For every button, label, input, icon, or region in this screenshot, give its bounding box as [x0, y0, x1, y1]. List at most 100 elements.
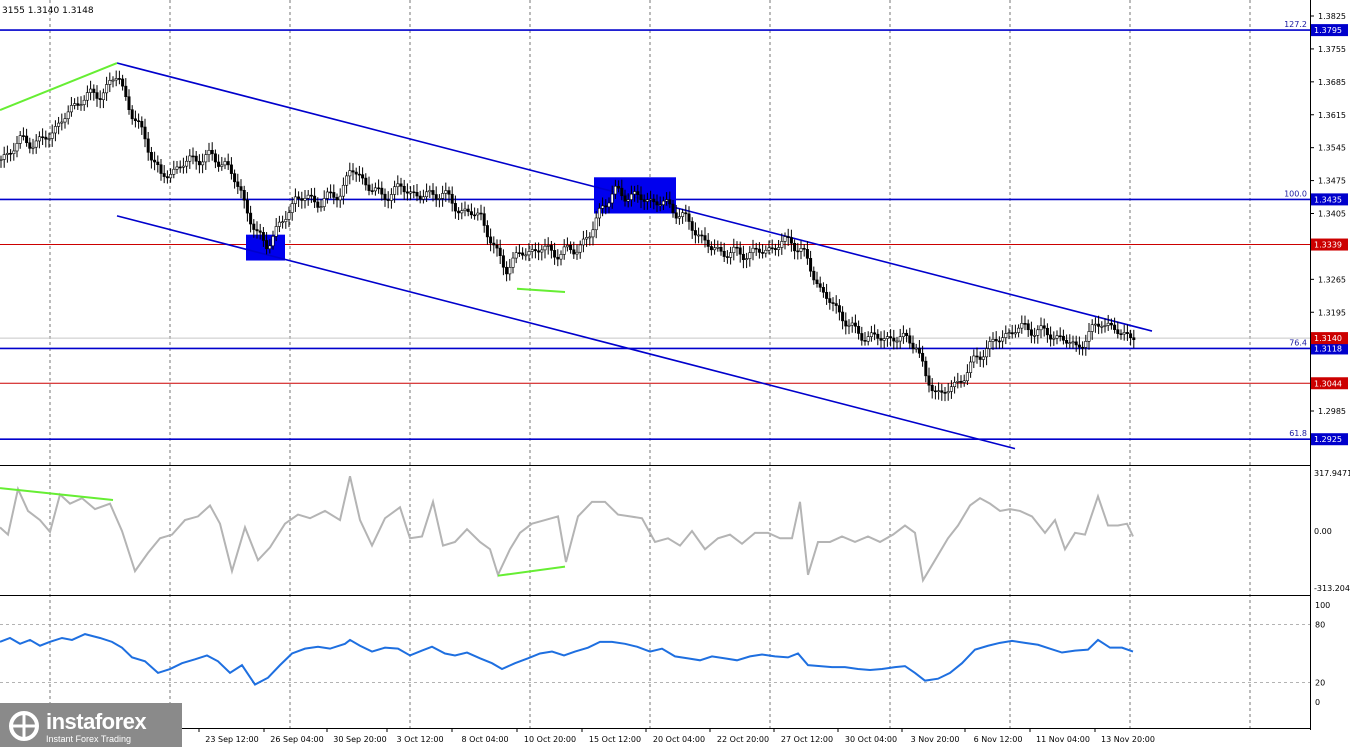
candle-body: [754, 247, 758, 250]
candle-body: [386, 199, 390, 201]
level-badge-text-0: 1.3795: [1314, 26, 1342, 35]
candle-body: [809, 258, 813, 272]
candle-body: [665, 199, 669, 202]
candle-body: [220, 164, 224, 167]
candle-body: [847, 324, 851, 327]
candle-body: [476, 212, 480, 216]
candle-body: [940, 390, 944, 393]
candle-body: [261, 232, 265, 241]
candle-body: [911, 342, 915, 350]
candle-body: [354, 171, 358, 175]
candle-body: [485, 225, 489, 238]
candle-body: [549, 245, 553, 251]
candle-body: [197, 160, 201, 166]
candle-body: [5, 152, 9, 155]
candle-body: [978, 356, 982, 360]
candle-body: [399, 183, 403, 187]
candle-body: [857, 325, 861, 334]
level-badge-text-5: 1.2925: [1314, 435, 1342, 444]
candle-body: [1007, 332, 1011, 334]
candle-body: [1042, 325, 1046, 329]
time-tick-label-9: 27 Oct 12:00: [781, 735, 833, 744]
candle-body: [722, 250, 726, 257]
candle-body: [793, 242, 797, 252]
level-badge-4: [1311, 377, 1348, 390]
candle-body: [802, 248, 806, 250]
candle-body: [834, 303, 838, 306]
candle-body: [1045, 327, 1049, 336]
candle-body: [213, 153, 217, 163]
time-tick-label-12: 6 Nov 12:00: [974, 735, 1023, 744]
candle-body: [89, 88, 93, 93]
candle-body: [457, 210, 461, 214]
rsi-tick-label-0: 100: [1315, 601, 1330, 610]
candle-body: [44, 136, 48, 140]
candle-body: [66, 111, 70, 120]
ohlc-readout: 3155 1.3140 1.3148: [2, 6, 94, 16]
candle-body: [82, 99, 86, 105]
candle-body: [95, 92, 99, 99]
candle-body: [514, 252, 518, 259]
current-price-text: 1.3140: [1314, 334, 1342, 343]
candle-body: [850, 322, 854, 326]
candle-body: [367, 184, 371, 191]
candle-body: [1100, 325, 1104, 328]
candle-body: [405, 191, 409, 194]
candle-body: [805, 248, 809, 259]
candle-body: [844, 320, 848, 327]
candle-body: [69, 105, 73, 113]
candle-body: [533, 249, 537, 252]
candle-body: [466, 208, 470, 212]
candle-body: [738, 247, 742, 255]
candle-body: [1049, 334, 1053, 340]
candle-body: [828, 298, 832, 303]
candle-body: [885, 336, 889, 339]
price-tick-label-3: 1.3615: [1318, 111, 1346, 120]
candle-body: [303, 198, 307, 201]
candle-body: [780, 241, 784, 248]
candle-body: [25, 135, 29, 144]
candle-body: [623, 195, 627, 202]
candle-body: [981, 356, 985, 360]
candle-body: [498, 247, 502, 257]
candle-body: [1122, 332, 1126, 335]
time-tick-label-11: 3 Nov 20:00: [911, 735, 960, 744]
candle-body: [332, 192, 336, 198]
candle-body: [732, 246, 736, 254]
candle-body: [12, 150, 16, 155]
candle-body: [837, 305, 841, 313]
candle-body: [380, 187, 384, 195]
candle-body: [297, 196, 301, 199]
candle-body: [629, 193, 633, 200]
candle-body: [553, 250, 557, 258]
candle-body: [345, 175, 349, 186]
candle-body: [306, 194, 310, 199]
candle-body: [975, 355, 979, 358]
candle-body: [1074, 341, 1078, 346]
candle-body: [767, 247, 771, 251]
time-tick-label-2: 30 Sep 20:00: [333, 735, 386, 744]
candle-body: [140, 121, 144, 128]
candle-body: [121, 78, 125, 87]
candle-body: [425, 191, 429, 198]
candle-body: [98, 98, 102, 101]
candle-body: [636, 191, 640, 196]
candle-body: [34, 140, 38, 148]
candle-body: [57, 122, 61, 127]
rsi-tick-label-1: 80: [1315, 620, 1325, 629]
logo-tagline: Instant Forex Trading: [46, 734, 132, 744]
candle-body: [105, 84, 109, 94]
candle-body: [943, 392, 947, 394]
candle-body: [383, 193, 387, 200]
candle-body: [191, 155, 195, 158]
candle-body: [873, 332, 877, 335]
candle-body: [1125, 332, 1129, 334]
candle-body: [47, 138, 51, 140]
candle-body: [185, 160, 189, 167]
candle-body: [841, 311, 845, 322]
candle-body: [655, 201, 659, 206]
time-tick-label-0: 23 Sep 12:00: [205, 735, 258, 744]
candle-body: [677, 216, 681, 219]
candle-body: [796, 250, 800, 253]
cci-panel: [0, 476, 1134, 584]
